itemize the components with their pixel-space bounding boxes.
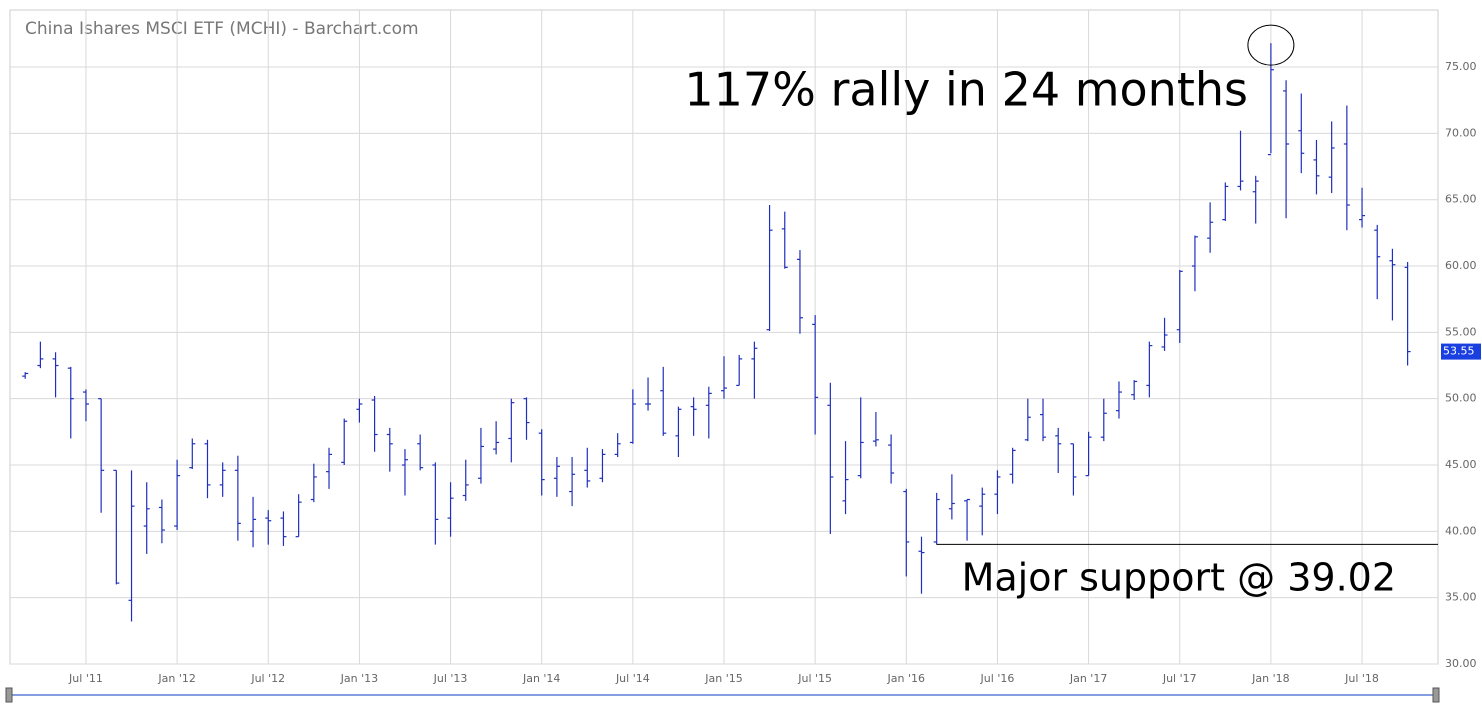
x-tick-label: Jul '14 <box>615 672 650 685</box>
y-tick-label: 75.00 <box>1445 60 1477 73</box>
y-tick-label: 50.00 <box>1445 392 1477 405</box>
x-tick-label: Jul '13 <box>433 672 468 685</box>
x-tick-label: Jan '14 <box>522 672 560 685</box>
ohlc-bars <box>22 43 1411 622</box>
x-tick-label: Jul '18 <box>1344 672 1379 685</box>
highlight-circle <box>1247 24 1295 66</box>
last-price-label: 53.55 <box>1443 345 1475 358</box>
scroll-handle[interactable] <box>1432 687 1440 703</box>
chart-title: China Ishares MSCI ETF (MCHI) - Barchart… <box>25 19 419 39</box>
x-tick-label: Jan '15 <box>704 672 742 685</box>
x-tick-label: Jan '17 <box>1069 672 1107 685</box>
x-tick-label: Jul '16 <box>980 672 1015 685</box>
support-label: Major support @ 39.02 <box>962 556 1396 600</box>
x-tick-label: Jul '17 <box>1162 672 1197 685</box>
y-tick-label: 60.00 <box>1445 259 1477 272</box>
y-tick-label: 30.00 <box>1445 657 1477 670</box>
scroll-handle[interactable] <box>5 687 13 703</box>
x-tick-label: Jul '12 <box>250 672 285 685</box>
y-tick-label: 55.00 <box>1445 325 1477 338</box>
y-tick-label: 65.00 <box>1445 193 1477 206</box>
scrollbar[interactable] <box>5 687 1440 703</box>
y-tick-label: 40.00 <box>1445 524 1477 537</box>
x-tick-label: Jan '16 <box>887 672 925 685</box>
x-tick-label: Jan '13 <box>340 672 378 685</box>
x-tick-label: Jul '11 <box>68 672 103 685</box>
y-tick-label: 70.00 <box>1445 126 1477 139</box>
annotation: 117% rally in 24 months <box>684 63 1248 117</box>
x-tick-label: Jul '15 <box>797 672 832 685</box>
y-tick-label: 45.00 <box>1445 458 1477 471</box>
last-price-box <box>1441 343 1481 360</box>
x-tick-label: Jan '18 <box>1251 672 1289 685</box>
x-tick-label: Jan '12 <box>157 672 195 685</box>
y-tick-label: 35.00 <box>1445 591 1477 604</box>
